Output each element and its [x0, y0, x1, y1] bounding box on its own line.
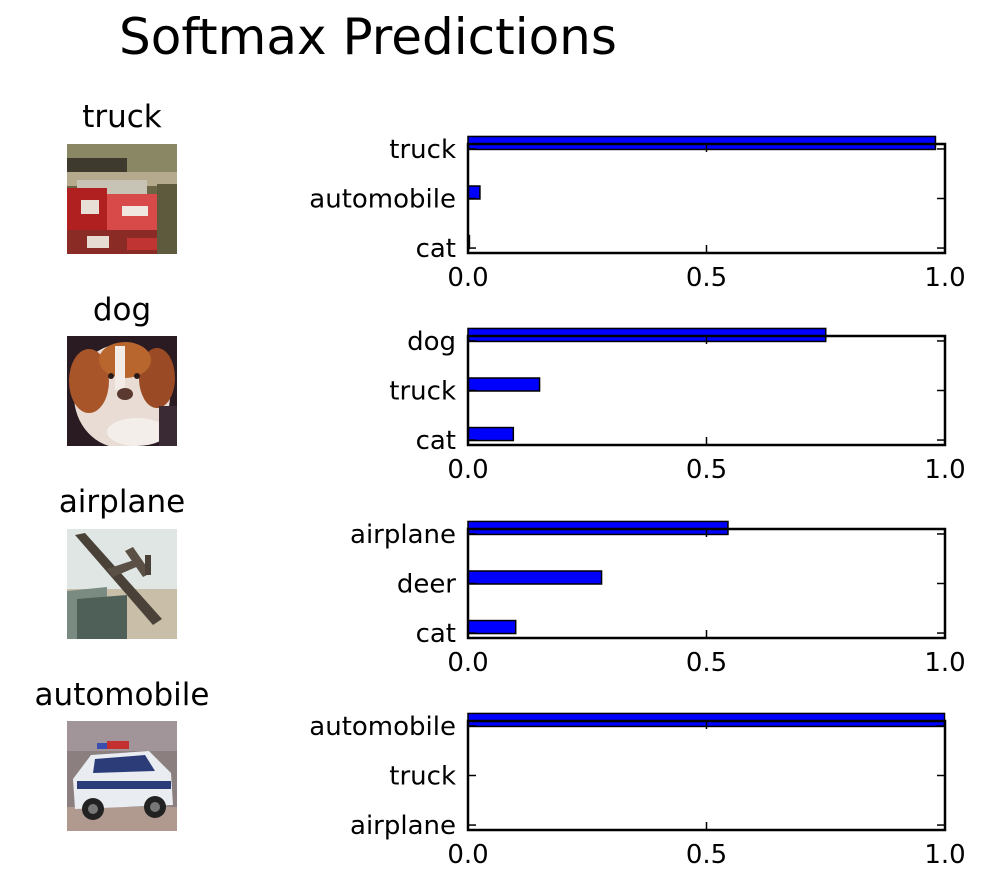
x-tick-label: 0.5 [686, 455, 727, 485]
image-title-4: automobile [34, 677, 210, 713]
airplane-image [67, 529, 177, 639]
y-tick-label: airplane [350, 811, 456, 841]
y-tick-label: deer [397, 570, 456, 600]
chart-1: 0.0 0.5 1.0 truck automobile cat [309, 135, 965, 293]
x-tick-label: 0.5 [686, 840, 727, 870]
x-tick-label: 1.0 [924, 840, 965, 870]
chart-2: 0.0 0.5 1.0 dog truck cat [389, 327, 965, 485]
axes-frame [466, 142, 947, 255]
dog-image [67, 336, 177, 446]
image-title-2: dog [92, 292, 152, 328]
x-tick-label: 1.0 [924, 455, 965, 485]
y-tick-label: truck [389, 377, 456, 407]
y-tick-label: cat [416, 619, 456, 649]
axes-frame [466, 719, 947, 832]
y-tick-label: cat [416, 426, 456, 456]
bar-truck [467, 377, 541, 392]
x-tick-label: 0.5 [686, 263, 727, 293]
y-tick-label: dog [407, 327, 456, 357]
x-tick-label: 0.0 [447, 840, 488, 870]
chart-3: 0.0 0.5 1.0 airplane deer cat [350, 520, 966, 678]
bar-cat [467, 426, 515, 442]
y-tick-label: truck [389, 762, 456, 792]
x-tick-label: 0.0 [447, 455, 488, 485]
truck-image [67, 144, 177, 254]
bar-deer [467, 570, 603, 585]
x-tick-label: 1.0 [924, 263, 965, 293]
x-tick-label: 1.0 [924, 648, 965, 678]
x-tick-label: 0.5 [686, 648, 727, 678]
bar-cat [467, 619, 517, 635]
automobile-image [67, 721, 177, 831]
image-title-3: airplane [58, 484, 186, 520]
figure-title: Softmax Predictions [119, 8, 617, 66]
x-tick-label: 0.0 [447, 263, 488, 293]
x-tick-label: 0.0 [447, 648, 488, 678]
bar-automobile [467, 185, 481, 200]
y-tick-label: airplane [350, 520, 456, 550]
y-tick-label: cat [416, 234, 456, 264]
chart-4: 0.0 0.5 1.0 automobile truck airplane [309, 712, 965, 870]
y-tick-label: truck [389, 135, 456, 165]
image-title-1: truck [82, 99, 162, 135]
y-tick-label: automobile [309, 712, 456, 742]
y-tick-label: automobile [309, 185, 456, 215]
